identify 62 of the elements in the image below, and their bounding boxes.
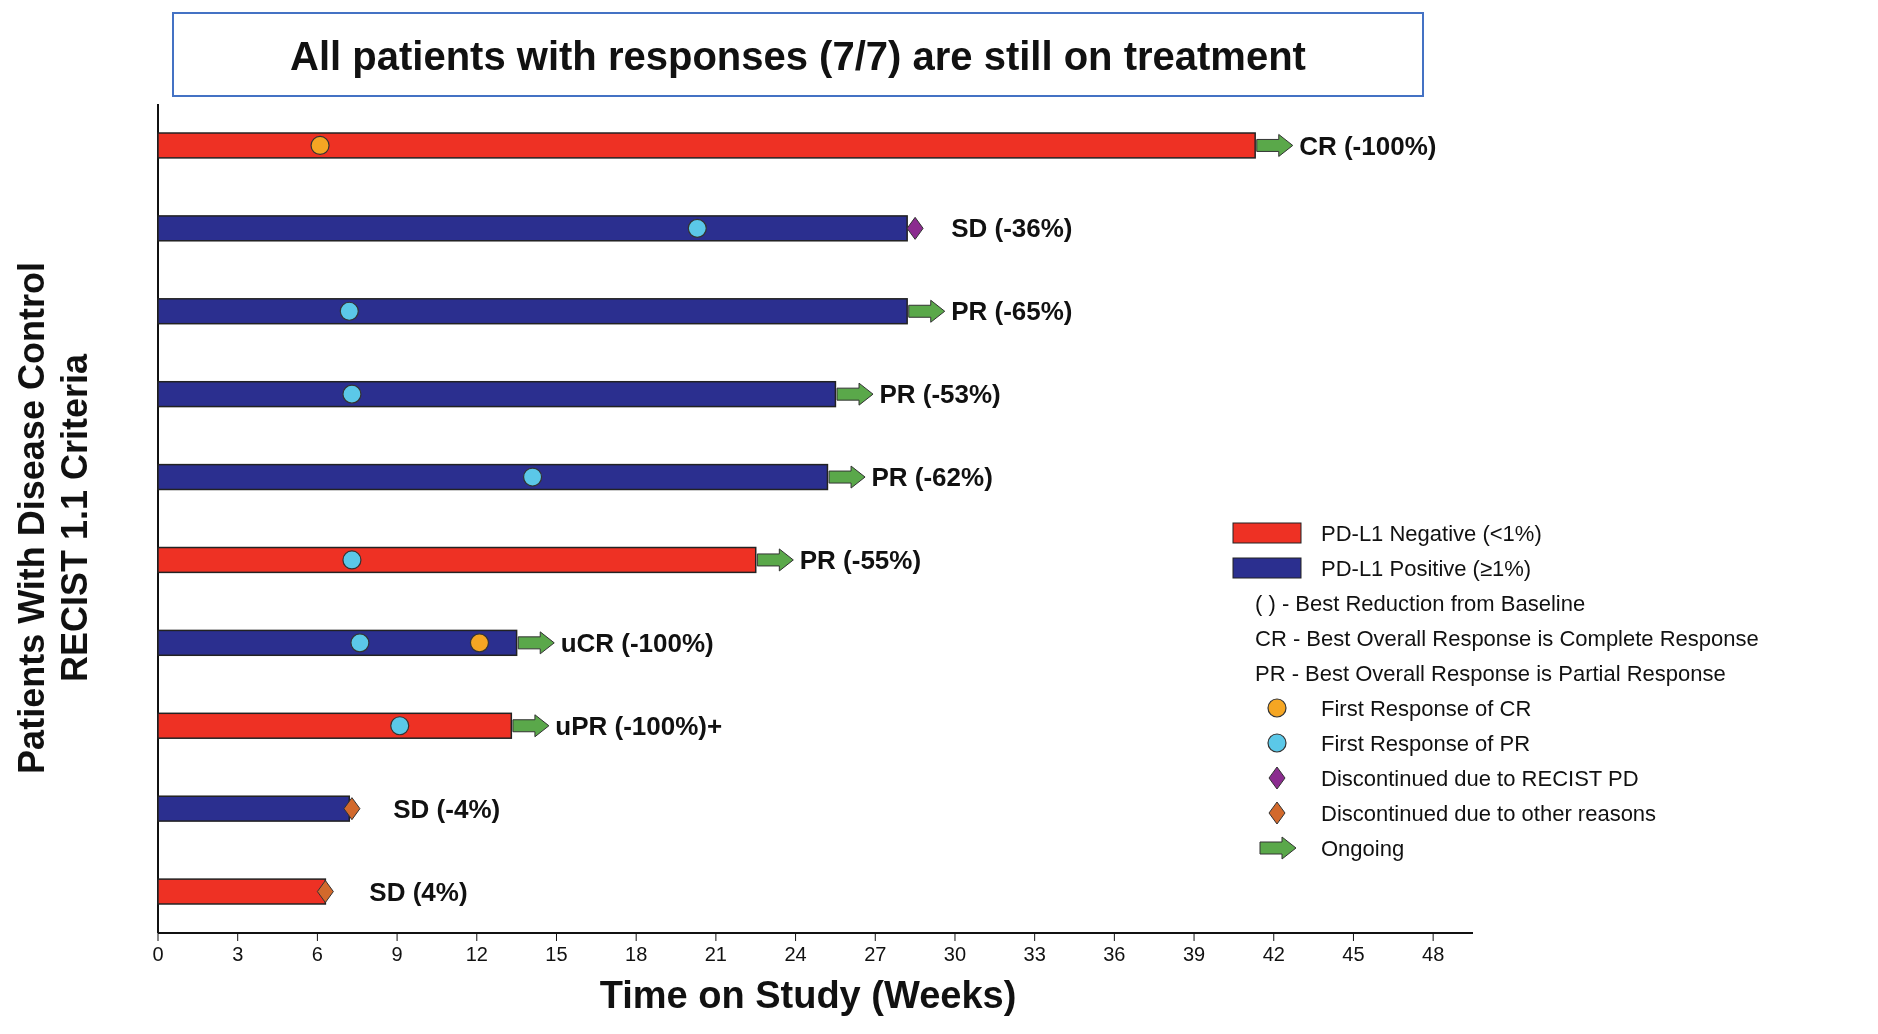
bar [157,795,351,822]
x-tick-label: 42 [1262,943,1285,965]
x-tick-label: 3 [232,943,244,965]
x-axis-title: Time on Study (Weeks) [599,974,1017,1016]
legend-label: First Response of PR [1321,730,1531,756]
point [310,135,330,156]
bar [157,298,908,325]
bar [157,463,829,491]
legend-label: PD-L1 Positive (≥1%) [1321,555,1532,581]
point [339,301,359,321]
legend-label: PD-L1 Negative (<1%) [1321,520,1542,546]
annotation: uPR (-100%)+ [555,710,723,741]
point [342,550,362,570]
legend-label: Discontinued due to RECIST PD [1321,765,1639,791]
legend-label: Ongoing [1321,835,1405,861]
bar [157,712,513,739]
x-tick-label: 15 [545,943,568,965]
point [390,716,410,736]
annotation: PR - Best Overall Response is Partial Response [1255,660,1726,686]
point [350,633,370,653]
bar [157,215,908,242]
x-tick-label: 33 [1023,943,1046,965]
x-tick-label: 36 [1103,943,1126,965]
x-tick-label: 9 [391,943,403,965]
annotation: uCR (-100%) [560,627,714,658]
annotation: PR (-62%) [871,462,993,493]
bar [157,546,757,574]
x-tick-label: 39 [1182,943,1206,965]
annotation: PR (-53%) [879,379,1001,410]
point [342,384,362,404]
x-tick-label: 0 [152,943,164,965]
x-tick-label: 12 [465,943,488,965]
x-tick-label: 27 [864,943,887,965]
x-tick-label: 6 [311,943,323,965]
x-tick-label: 18 [625,943,648,965]
point [687,218,707,238]
annotation: SD (-36%) [951,213,1073,244]
y-axis-title: Patients With Disease Control RECIST 1.1 Criteria [11,262,96,774]
bar [157,878,327,905]
annotation: ( ) - Best Reduction from Baseline [1255,590,1586,616]
legend-label: Discontinued due to other reasons [1321,800,1657,826]
x-tick-label: 21 [704,943,727,965]
x-tick-label: 45 [1342,943,1365,965]
chart-title: All patients with responses (7/7) are still on treatment [290,34,1306,78]
bar [157,629,518,657]
point [469,633,490,653]
annotation: PR (-55%) [799,545,922,576]
bar [157,380,837,408]
x-tick-label: 30 [943,943,967,965]
point [522,467,543,487]
x-tick-label: 24 [784,943,807,965]
annotation: CR (-100%) [1299,130,1437,161]
point [343,797,361,821]
annotation: SD (-4%) [393,793,501,824]
point [906,216,924,240]
annotation: SD (4%) [369,876,468,907]
legend-label: First Response of CR [1321,695,1532,721]
annotation: PR (-65%) [951,296,1073,327]
x-tick-label: 48 [1422,943,1445,965]
point [316,880,334,904]
annotation: CR - Best Overall Response is Complete Response [1255,625,1759,651]
bar [157,132,1256,159]
